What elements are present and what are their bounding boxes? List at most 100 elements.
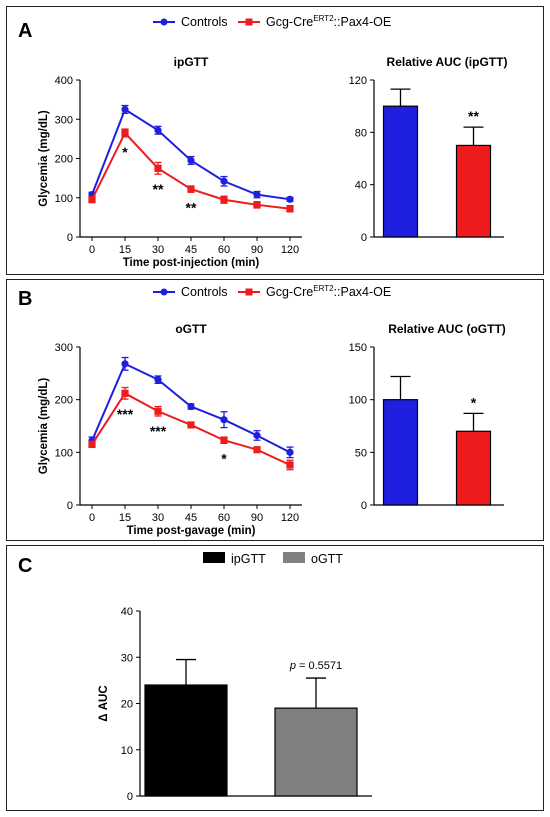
chart-a-ipgtt-series-1-point xyxy=(220,196,228,204)
legend-c-ogtt: oGTT xyxy=(283,552,343,566)
chart-a-ipgtt-series-1-point xyxy=(286,205,294,213)
chart-b-ogtt-xtick-label: 120 xyxy=(281,512,299,524)
panel-a xyxy=(6,6,544,275)
legend-b-controls-marker xyxy=(160,288,168,296)
chart-a-ipgtt-series-1-point xyxy=(121,129,129,137)
panel-b xyxy=(6,279,544,541)
chart-b-ogtt-series-0-point xyxy=(187,402,195,411)
legend-b-controls: Controls xyxy=(153,285,228,299)
legend-a-pax4-label: Gcg-CreERT2::Pax4-OE xyxy=(266,14,391,29)
panel-label-b: B xyxy=(18,288,32,310)
chart-b-ogtt-xtick-label: 90 xyxy=(251,512,263,524)
chart-a-auc-ytick-label: 120 xyxy=(349,75,367,87)
chart-b-ogtt-ytick-label: 100 xyxy=(55,447,73,459)
chart-a-ipgtt-series-1-point xyxy=(253,201,261,209)
legend-c-ipgtt: ipGTT xyxy=(203,552,266,566)
chart-a-ipgtt-series-1-point xyxy=(88,196,96,204)
chart-c-delta-auc-ylabel: Δ AUC xyxy=(98,685,110,721)
chart-a-ipgtt-significance: ** xyxy=(153,181,164,197)
chart-a-auc-ytick-label: 40 xyxy=(355,180,367,192)
chart-a-ipgtt-series-0-point xyxy=(121,105,129,114)
chart-b-ogtt-xtick-label: 0 xyxy=(89,512,95,524)
chart-b-ogtt-ylabel: Glycemia (mg/dL) xyxy=(38,378,50,475)
chart-c-delta-auc-ytick-label: 30 xyxy=(121,652,133,664)
legend-b-pax4: Gcg-CreERT2::Pax4-OE xyxy=(238,284,391,299)
chart-b-ogtt-series-0-point xyxy=(220,416,228,424)
panel-label-c: C xyxy=(18,555,32,577)
chart-a-ipgtt-xtick-label: 45 xyxy=(185,244,197,256)
chart-b-ogtt-series-0-point xyxy=(121,360,129,368)
chart-b-auc-title: Relative AUC (oGTT) xyxy=(388,322,506,336)
chart-c-delta-auc-ytick-label: 0 xyxy=(127,791,133,803)
chart-b-ogtt-xtick-label: 60 xyxy=(218,512,230,524)
chart-b-ogtt-xtick-label: 45 xyxy=(185,512,197,524)
chart-b-ogtt-series-1-point xyxy=(220,436,228,444)
chart-c-delta-auc-bar-1 xyxy=(274,707,358,797)
chart-a-ipgtt-ytick-label: 200 xyxy=(55,154,73,166)
chart-a-ipgtt-ylabel: Glycemia (mg/dL) xyxy=(38,110,50,207)
chart-c-delta-auc-ytick-label: 10 xyxy=(121,745,133,757)
chart-a-ipgtt-xtick-label: 120 xyxy=(281,244,299,256)
chart-b-ogtt-ytick-label: 300 xyxy=(55,342,73,354)
legend-a-controls-marker xyxy=(160,18,168,26)
chart-b-ogtt-series-1-point xyxy=(187,421,195,429)
chart-c-delta-auc-bar-0 xyxy=(144,684,228,797)
chart-a-ipgtt-ytick-label: 300 xyxy=(55,114,73,126)
legend-c-ipgtt-swatch xyxy=(203,552,225,563)
legend-a-controls-label: Controls xyxy=(181,15,228,29)
chart-a-ipgtt-series-0-point xyxy=(253,191,261,199)
panel-c xyxy=(6,545,544,811)
legend-c-ogtt-swatch xyxy=(283,552,305,563)
chart-b-ogtt-series-1-point xyxy=(121,389,129,397)
chart-b-ogtt-significance: *** xyxy=(150,423,167,439)
chart-a-ipgtt-xtick-label: 0 xyxy=(89,244,95,256)
chart-a-auc-bar-1 xyxy=(455,144,492,238)
panel-label-a: A xyxy=(18,20,32,42)
chart-b-auc-ytick-label: 0 xyxy=(361,500,367,512)
chart-a-auc-ytick-label: 0 xyxy=(361,232,367,244)
legend-a-pax4-marker xyxy=(245,18,253,26)
chart-b-ogtt-series-1-point xyxy=(154,407,162,415)
chart-a-ipgtt-series-0-point xyxy=(154,126,162,134)
chart-c-delta-auc-pvalue-label: p = 0.5571 xyxy=(289,660,342,672)
chart-a-ipgtt-xtick-label: 15 xyxy=(119,244,131,256)
chart-a-auc-significance: ** xyxy=(468,108,479,124)
legend-b-controls-label: Controls xyxy=(181,285,228,299)
chart-a-ipgtt-title: ipGTT xyxy=(174,55,209,69)
chart-c-delta-auc-ytick-label: 40 xyxy=(121,606,133,618)
legend-b-pax4-label: Gcg-CreERT2::Pax4-OE xyxy=(266,284,391,299)
chart-a-ipgtt-xtick-label: 90 xyxy=(251,244,263,256)
chart-b-auc-ytick-label: 100 xyxy=(349,395,367,407)
chart-a-ipgtt-series-1-point xyxy=(187,185,195,193)
chart-b-auc-significance: * xyxy=(471,394,477,410)
chart-b-ogtt-title: oGTT xyxy=(175,322,207,336)
chart-a-auc-bar-0 xyxy=(382,105,419,238)
chart-a-ipgtt-significance: ** xyxy=(186,199,197,215)
chart-b-ogtt-ytick-label: 0 xyxy=(67,500,73,512)
chart-a-ipgtt-series-0-point xyxy=(286,195,294,203)
chart-b-ogtt-xlabel: Time post-gavage (min) xyxy=(127,525,256,537)
chart-a-ipgtt-ytick-label: 400 xyxy=(55,75,73,87)
chart-a-ipgtt-ytick-label: 0 xyxy=(67,232,73,244)
chart-b-ogtt-series-0-point xyxy=(154,376,162,384)
chart-b-ogtt-significance: *** xyxy=(117,406,134,422)
chart-a-ipgtt-series-0-point xyxy=(220,177,228,185)
chart-a-ipgtt-series-1-point xyxy=(154,164,162,172)
chart-b-ogtt-xtick-label: 15 xyxy=(119,512,131,524)
chart-a-ipgtt-xlabel: Time post-injection (min) xyxy=(123,257,260,269)
chart-a-ipgtt-series-0-point xyxy=(187,156,195,165)
legend-c-ipgtt-label: ipGTT xyxy=(231,552,266,566)
chart-b-ogtt-series-1-point xyxy=(286,461,294,469)
chart-a-ipgtt-significance: * xyxy=(122,144,128,160)
chart-b-auc-ytick-label: 50 xyxy=(355,447,367,459)
chart-a-ipgtt-xtick-label: 30 xyxy=(152,244,164,256)
legend-c-ogtt-label: oGTT xyxy=(311,552,343,566)
chart-a-auc-title: Relative AUC (ipGTT) xyxy=(387,55,508,69)
legend-b-pax4-marker xyxy=(245,288,253,296)
legend-a-pax4: Gcg-CreERT2::Pax4-OE xyxy=(238,14,391,29)
chart-b-auc-bar-0 xyxy=(382,399,419,506)
chart-b-ogtt-series-0-point xyxy=(286,448,294,456)
chart-b-ogtt-ytick-label: 200 xyxy=(55,395,73,407)
chart-b-ogtt-series-0-point xyxy=(253,431,261,440)
